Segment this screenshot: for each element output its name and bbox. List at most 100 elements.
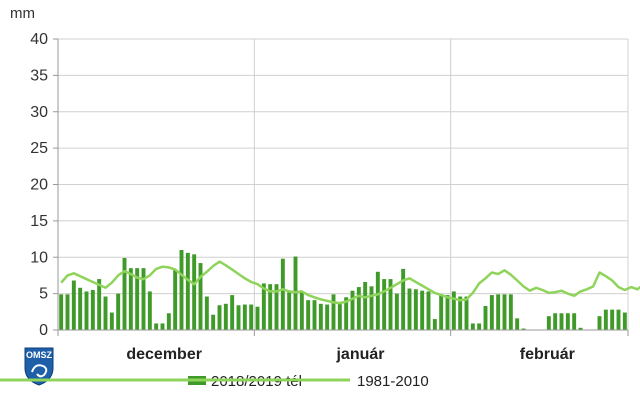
bar-day-87: [603, 309, 608, 330]
bar-day-21: [185, 252, 190, 330]
bar-day-69: [489, 295, 494, 330]
x-axis-month-labels: december január február: [126, 346, 575, 363]
y-tick-label: 40: [30, 31, 48, 48]
bar-day-70: [496, 294, 501, 330]
normal-line: [60, 260, 640, 305]
y-tick-label: 0: [39, 322, 48, 339]
bar-day-36: [280, 258, 285, 330]
logo-text: OMSZ: [26, 350, 53, 360]
month-label: december: [126, 346, 202, 363]
bar-day-26: [217, 305, 222, 330]
bar-day-8: [103, 296, 108, 330]
bar-day-57: [413, 289, 418, 330]
bar-day-25: [211, 314, 216, 330]
logo-swirl: [31, 364, 48, 378]
y-tick-label: 25: [30, 140, 48, 157]
bar-day-13: [135, 268, 140, 330]
bar-day-61: [439, 294, 444, 330]
bar-day-20: [179, 249, 184, 330]
y-tick-label: 10: [30, 249, 48, 266]
omsz-logo: OMSZ: [24, 347, 54, 386]
bar-day-34: [268, 284, 273, 330]
bar-day-79: [553, 313, 558, 330]
bar-day-86: [597, 316, 602, 330]
bar-day-39: [299, 291, 304, 330]
bar-day-37: [287, 292, 292, 330]
bar-day-7: [97, 279, 102, 330]
bar-day-62: [445, 295, 450, 330]
bar-day-82: [572, 313, 577, 330]
bar-day-63: [451, 291, 456, 330]
bar-day-28: [230, 295, 235, 330]
logo-shield: [24, 347, 54, 386]
bar-day-58: [420, 290, 425, 330]
bar-day-43: [325, 304, 330, 330]
bar-day-31: [249, 304, 254, 330]
bar-day-55: [401, 268, 406, 330]
bar-day-67: [477, 323, 482, 330]
bar-day-73: [515, 318, 520, 330]
bar-day-5: [84, 291, 89, 330]
bar-day-16: [154, 323, 159, 330]
grid-lines: [58, 38, 629, 331]
legend-line-label: 1981-2010: [357, 373, 429, 390]
line-series: [60, 260, 640, 305]
bar-day-46: [344, 297, 349, 330]
bar-day-23: [198, 263, 203, 330]
bar-day-27: [223, 303, 228, 330]
bar-day-14: [141, 268, 146, 330]
bar-day-64: [458, 296, 463, 330]
bar-day-47: [350, 290, 355, 330]
bar-day-74: [521, 328, 526, 330]
y-tick-label: 35: [30, 67, 48, 84]
bar-day-32: [255, 306, 260, 330]
bar-day-1: [59, 294, 64, 330]
bar-day-45: [337, 302, 342, 330]
bar-day-81: [565, 313, 570, 330]
bar-day-9: [109, 312, 114, 330]
bar-day-50: [369, 286, 374, 330]
bar-day-4: [78, 287, 83, 330]
bar-day-18: [166, 313, 171, 330]
y-axis-ticks: 0 5 10 15 20 25 30 35 40: [30, 31, 48, 339]
bar-day-66: [470, 323, 475, 330]
bar-day-30: [242, 304, 247, 330]
bar-day-71: [502, 294, 507, 330]
bar-day-15: [147, 291, 152, 330]
bar-day-89: [616, 309, 621, 330]
legend: 2018/2019 tél 1981-2010: [0, 373, 429, 390]
bar-day-17: [160, 323, 165, 330]
bar-day-44: [331, 294, 336, 330]
bar-day-68: [483, 305, 488, 330]
bar-day-56: [407, 288, 412, 330]
bar-day-35: [274, 284, 279, 330]
bar-day-54: [394, 293, 399, 330]
bar-day-49: [363, 281, 368, 330]
bar-day-19: [173, 269, 178, 330]
bar-day-78: [546, 316, 551, 330]
bar-day-90: [622, 312, 627, 330]
bar-day-10: [116, 293, 121, 330]
y-tick-label: 20: [30, 177, 48, 194]
bar-day-12: [128, 268, 133, 330]
bar-day-3: [71, 280, 76, 330]
bar-day-6: [90, 289, 95, 330]
bar-day-60: [432, 319, 437, 330]
bar-day-51: [375, 271, 380, 330]
bar-day-72: [508, 294, 513, 330]
bar-day-83: [578, 327, 583, 330]
bar-day-24: [204, 296, 209, 330]
bar-day-41: [312, 300, 317, 330]
bar-day-11: [122, 257, 127, 330]
bar-day-33: [261, 283, 266, 330]
bar-day-48: [356, 287, 361, 330]
bar-day-80: [559, 313, 564, 330]
axes: [53, 38, 629, 336]
bar-day-40: [306, 300, 311, 330]
month-label: február: [520, 346, 575, 363]
y-tick-label: 15: [30, 213, 48, 230]
bar-day-2: [65, 294, 70, 330]
bar-day-88: [610, 309, 615, 330]
bar-day-53: [388, 279, 393, 330]
bar-day-65: [464, 296, 469, 330]
